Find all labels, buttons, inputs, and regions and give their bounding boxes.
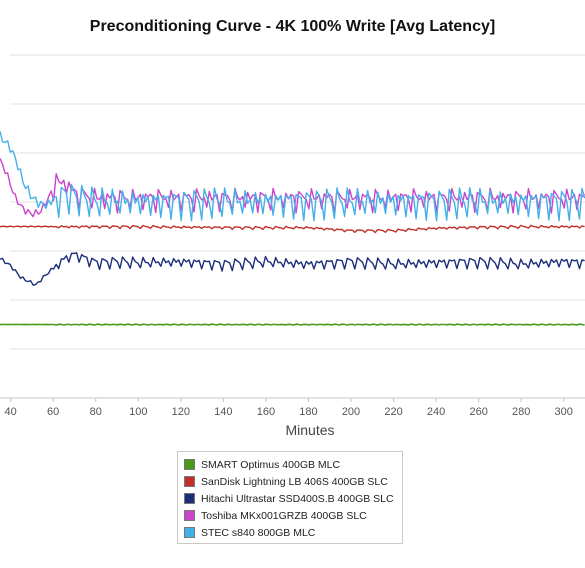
legend-item[interactable]: SMART Optimus 400GB MLC <box>184 456 402 473</box>
series-line <box>0 224 585 234</box>
legend-swatch <box>184 476 195 487</box>
legend-swatch <box>184 510 195 521</box>
legend-label: STEC s840 800GB MLC <box>201 526 316 539</box>
legend-swatch <box>184 459 195 470</box>
x-tick-label: 280 <box>512 406 530 418</box>
x-tick-label: 200 <box>342 406 360 418</box>
legend-label: Hitachi Ultrastar SSD400S.B 400GB SLC <box>201 492 394 505</box>
series-line <box>0 252 585 286</box>
x-tick-label: 100 <box>129 406 147 418</box>
series-lines <box>0 130 585 326</box>
x-tick-label: 120 <box>172 406 190 418</box>
x-tick-label: 80 <box>90 406 102 418</box>
legend-label: Toshiba MKx001GRZB 400GB SLC <box>201 509 367 522</box>
series-line <box>0 323 585 326</box>
series-line <box>0 158 585 218</box>
legend-swatch <box>184 493 195 504</box>
x-tick-label: 140 <box>214 406 232 418</box>
x-tick-label: 40 <box>5 406 17 418</box>
x-axis <box>0 397 585 402</box>
legend: SMART Optimus 400GB MLC SanDisk Lightning… <box>177 451 403 544</box>
x-tick-labels: 40 60 80 100 120 140 160 180 200 220 240 260 280 300 <box>5 406 573 418</box>
legend-item[interactable]: SanDisk Lightning LB 406S 400GB SLC <box>184 473 402 490</box>
legend-label: SanDisk Lightning LB 406S 400GB SLC <box>201 475 388 488</box>
legend-item[interactable]: Toshiba MKx001GRZB 400GB SLC <box>184 507 402 524</box>
legend-swatch <box>184 527 195 538</box>
x-tick-label: 300 <box>555 406 573 418</box>
chart-title: Preconditioning Curve - 4K 100% Write [A… <box>89 18 496 35</box>
x-tick-label: 240 <box>427 406 445 418</box>
x-axis-title: Minutes <box>285 422 335 438</box>
x-tick-label: 60 <box>47 406 59 418</box>
legend-item[interactable]: STEC s840 800GB MLC <box>184 524 402 541</box>
legend-label: SMART Optimus 400GB MLC <box>201 458 341 471</box>
x-tick-label: 260 <box>469 406 487 418</box>
x-tick-label: 160 <box>257 406 275 418</box>
legend-item[interactable]: Hitachi Ultrastar SSD400S.B 400GB SLC <box>184 490 402 507</box>
series-line <box>0 130 585 222</box>
x-tick-label: 180 <box>299 406 317 418</box>
x-tick-label: 220 <box>384 406 402 418</box>
